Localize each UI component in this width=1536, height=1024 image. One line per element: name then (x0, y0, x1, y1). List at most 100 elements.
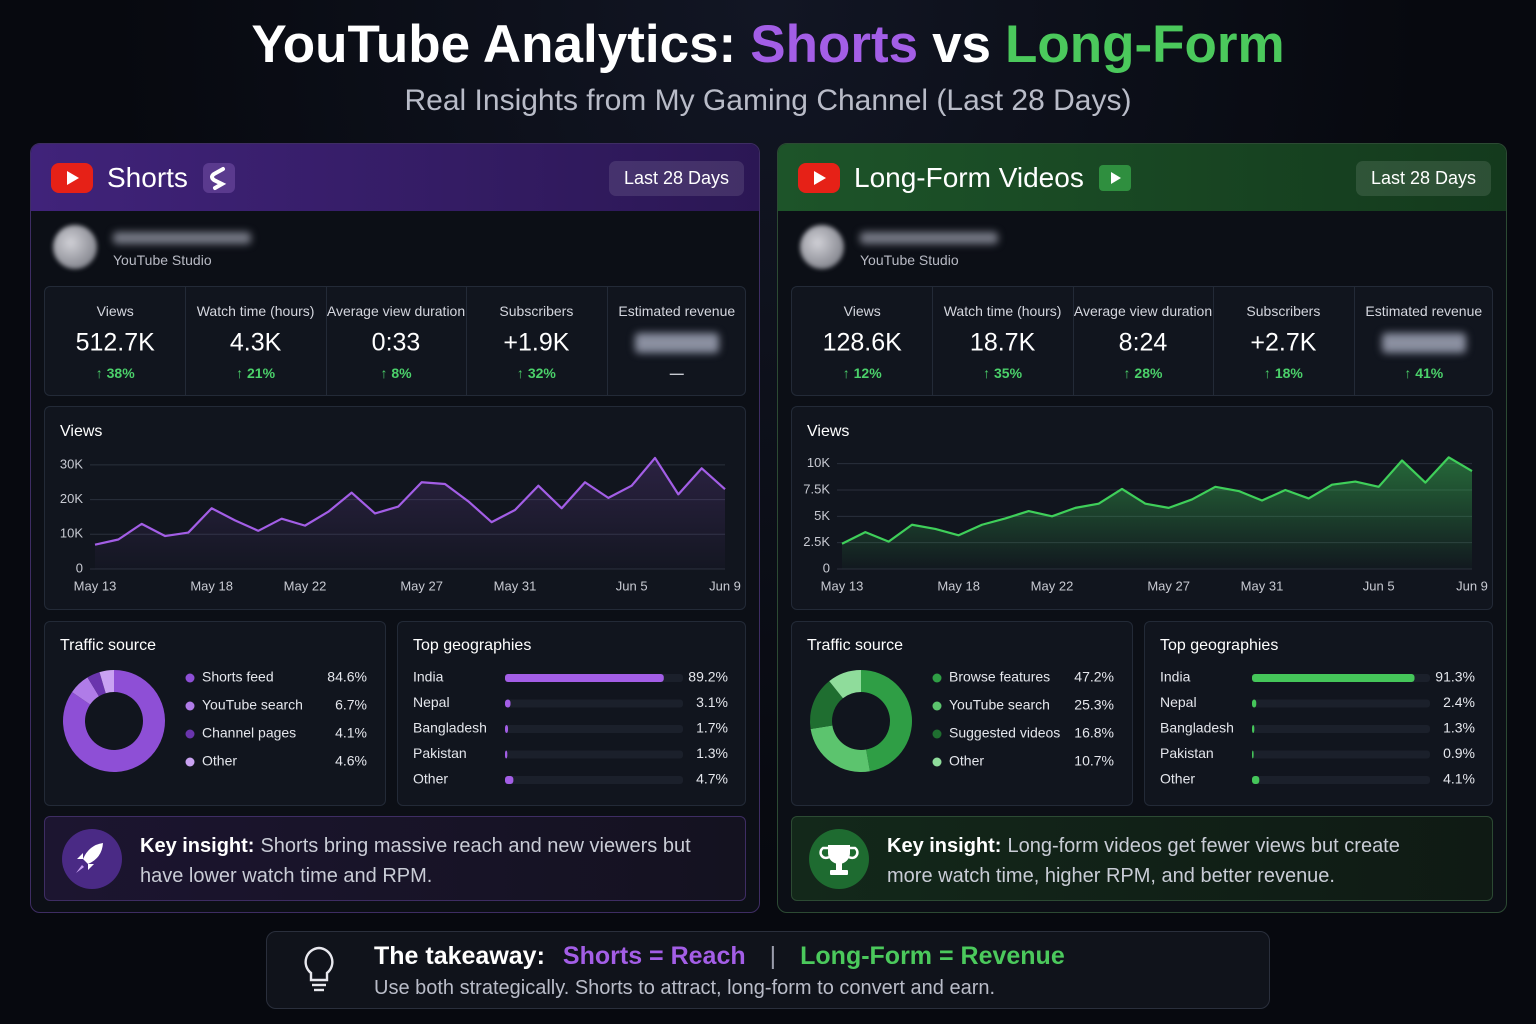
stat-label: Estimated revenue (1365, 303, 1483, 319)
title-vs: vs (932, 15, 992, 74)
legend-dot (185, 729, 195, 739)
chart-title: Views (807, 423, 849, 440)
bar (1252, 776, 1260, 784)
legend-label: Suggested videos (949, 725, 1060, 741)
panel-header: Long-Form Videos Last 28 Days (778, 144, 1506, 211)
rocket-fins (77, 853, 94, 870)
chart-title: Traffic source (60, 637, 156, 654)
bar-track (1252, 725, 1430, 733)
rocket-icon (62, 829, 122, 889)
panel-title: Shorts (107, 161, 188, 193)
stat-change: ↑ 35% (983, 365, 1023, 381)
bar-label: India (1160, 669, 1191, 685)
bulb-icon (304, 946, 334, 992)
x-tick-label: Jun 5 (616, 578, 648, 593)
blurred-channel-name (860, 232, 998, 244)
legend-label: Other (949, 753, 984, 769)
rocket-flame (76, 865, 84, 873)
panel-title-row: Shorts (107, 144, 607, 211)
stats-box: Views 512.7K ↑ 38% Watch time (hours) 4.3K ↑ … (44, 286, 746, 396)
insight-label: Key insight: (140, 835, 255, 857)
takeaway-label: The takeaway: (374, 942, 545, 970)
takeaway-text: Use both strategically. Shorts to attrac… (374, 977, 996, 999)
stat-change: ↑ 12% (842, 365, 882, 381)
title-long: Long-Form (1005, 15, 1285, 74)
insight-label: Key insight: (887, 835, 1002, 857)
panel-title: Long-Form Videos (854, 161, 1084, 193)
y-tick-label: 10K (807, 455, 830, 470)
value-label: 1.3% (1443, 720, 1475, 736)
stat-value: 0:33 (371, 328, 421, 357)
legend-dot (932, 701, 942, 711)
value-label: 4.1% (335, 725, 367, 741)
pie-slice (99, 670, 114, 694)
bar-label: Pakistan (1160, 745, 1214, 761)
bar-track (1252, 776, 1430, 784)
panel: Shorts Last 28 Days YouTube Studio Views 512… (30, 143, 760, 913)
x-tick-label: Jun 9 (1456, 578, 1488, 593)
trophy-icon (809, 829, 869, 889)
value-label: 3.1% (696, 694, 728, 710)
takeaway-box: The takeaway: Shorts = Reach | Long-Form… (266, 931, 1270, 1009)
takeaway-row: The takeaway: Shorts = Reach | Long-Form… (374, 942, 1065, 971)
stat-divider (185, 287, 187, 395)
x-tick-label: Jun 5 (1363, 578, 1395, 593)
value-label: 0.9% (1443, 745, 1475, 761)
bar (505, 750, 508, 759)
bar (505, 674, 664, 682)
y-tick-label: 0 (76, 560, 83, 575)
value-label: 16.8% (1074, 725, 1114, 741)
takeaway-shorts: Shorts = Reach (562, 942, 746, 970)
value-label: 1.7% (696, 720, 728, 736)
x-tick-label: Jun 9 (709, 578, 741, 593)
area-fill (842, 457, 1472, 569)
bar-track (505, 725, 683, 733)
line (841, 456, 1473, 545)
bar-track (505, 776, 683, 784)
play-icon (1098, 164, 1131, 191)
value-label: 25.3% (1074, 697, 1114, 713)
legend-dot (185, 701, 195, 711)
stat-divider (325, 287, 327, 395)
pie-slice (63, 670, 165, 772)
legend-label: YouTube search (949, 697, 1050, 713)
insight-text: Key insight: Shorts bring massive reach a… (140, 831, 700, 891)
period-badge: Last 28 Days (608, 161, 744, 196)
stat-value: +2.7K (1250, 328, 1317, 357)
value-label: 1.3% (696, 745, 728, 761)
y-tick-label: 7.5K (803, 481, 830, 496)
legend-label: Channel pages (202, 725, 296, 741)
legend-dot (932, 673, 942, 683)
stat-value: 4.3K (229, 328, 282, 357)
y-tick-label: 10K (60, 526, 83, 541)
y-tick-label: 2.5K (803, 534, 830, 549)
bar-track (505, 699, 683, 708)
bar-label: Bangladesh (1160, 720, 1234, 736)
stat-label: Subscribers (1246, 303, 1321, 319)
stat-divider (466, 287, 468, 395)
bar-track (505, 750, 683, 759)
youtube-logo (51, 163, 93, 193)
y-tick-label: 20K (60, 491, 83, 506)
stat-label: Views (843, 303, 881, 319)
stat-value: +1.9K (503, 328, 570, 357)
takeaway-separator: | (769, 942, 777, 970)
stat-divider (606, 287, 608, 395)
chart-title: Top geographies (413, 637, 531, 654)
avatar (53, 225, 97, 269)
x-tick-label: May 27 (1147, 578, 1190, 593)
value-label: 84.6% (327, 669, 367, 685)
x-tick-label: May 31 (1241, 578, 1284, 593)
line-chart-box: Views 0 10K 20K 30K May 13 May 18 May 22 May 27 M… (44, 406, 746, 610)
x-tick-label: May 22 (1031, 578, 1074, 593)
insight-body: Long-form videos get fewer views but cre… (887, 835, 1400, 887)
bar-track (1252, 750, 1430, 759)
studio-label: YouTube Studio (860, 252, 959, 268)
stat-label: Watch time (hours) (943, 303, 1062, 319)
y-tick-label: 0 (823, 560, 830, 575)
bar-label: India (413, 669, 444, 685)
x-tick-label: May 13 (74, 578, 117, 593)
title-row: YouTube Analytics: Shorts vs Long-Form (0, 14, 1536, 75)
panel: Long-Form Videos Last 28 Days YouTube Stud… (777, 143, 1507, 913)
bar-label: Bangladesh (413, 720, 487, 736)
